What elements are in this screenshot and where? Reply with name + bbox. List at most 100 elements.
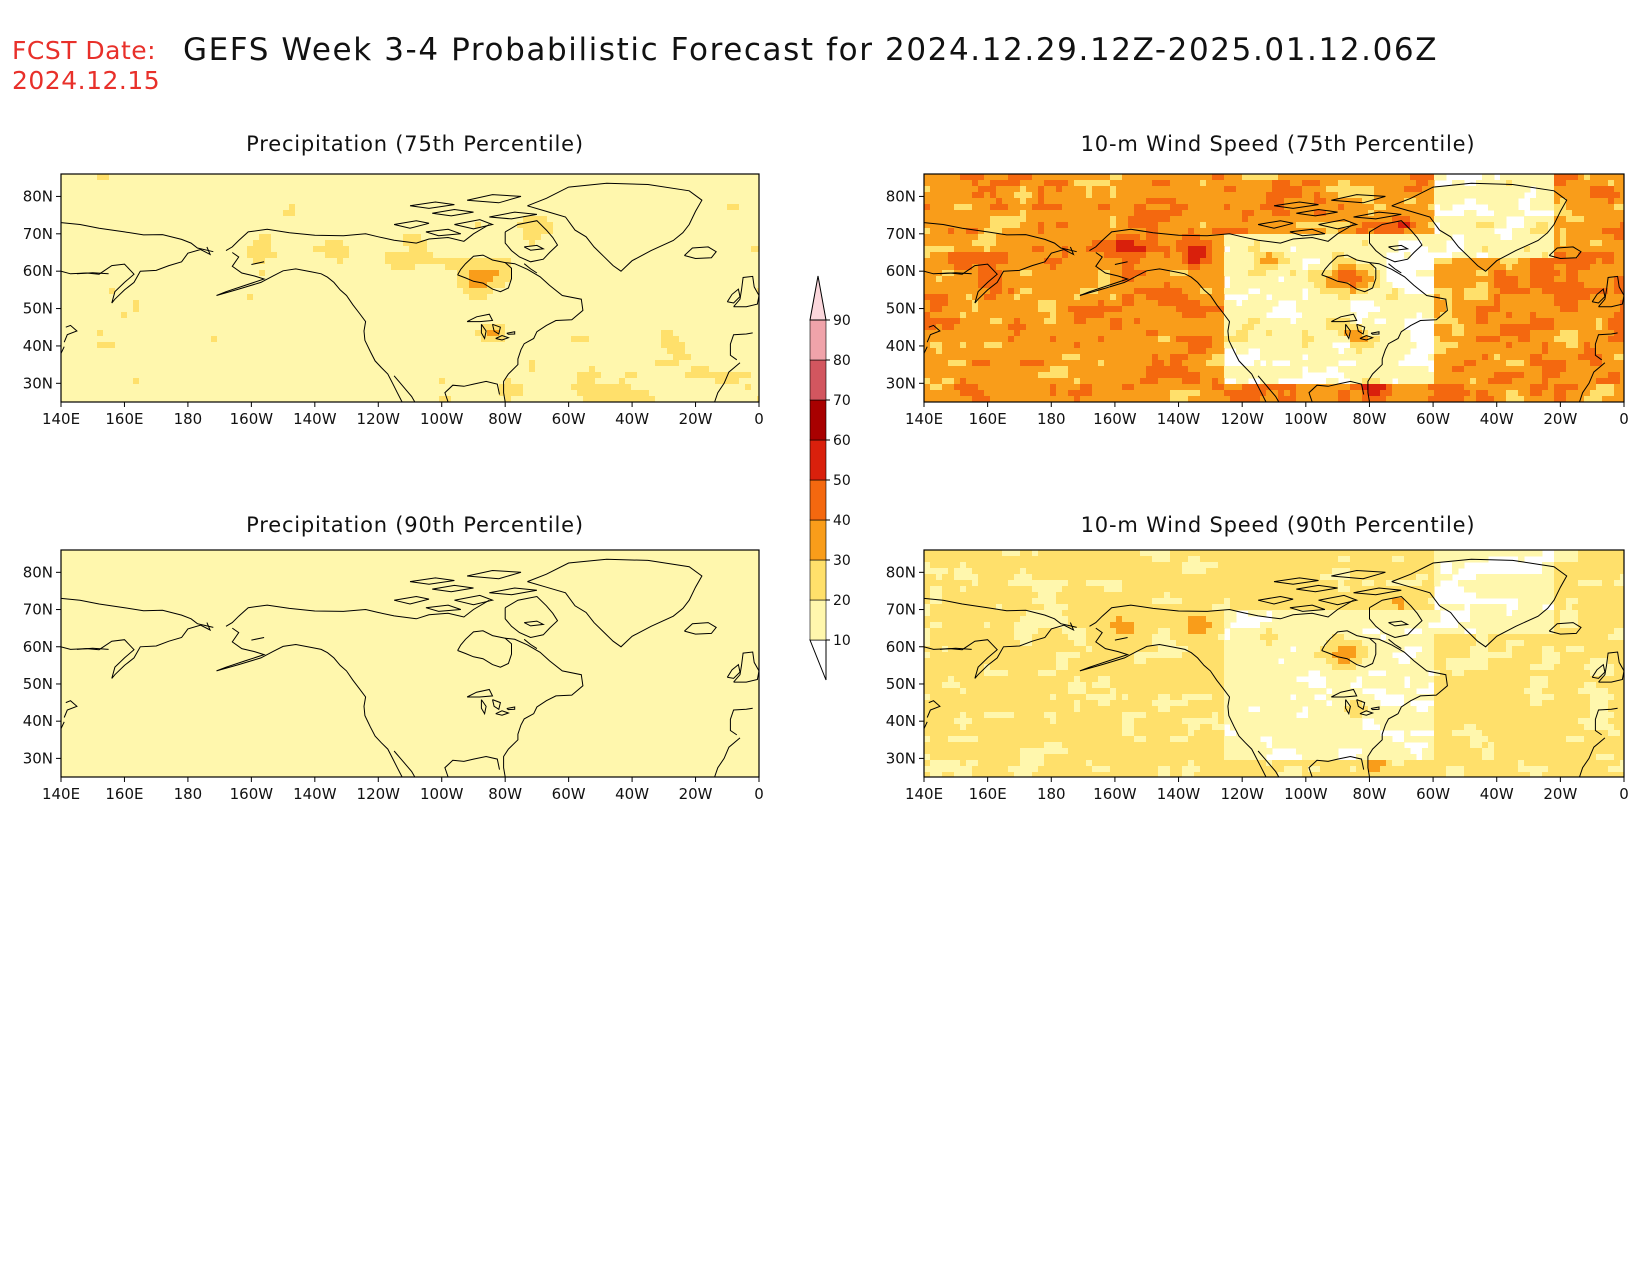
- panel-title-precip-75: Precipitation (75th Percentile): [246, 132, 584, 156]
- lat-tick-label: 40N: [23, 712, 53, 730]
- colorbar-segment: [809, 439, 827, 481]
- lon-tick-label: 120W: [1220, 410, 1264, 428]
- lat-tick-label: 50N: [23, 675, 53, 693]
- colorbar-segment: [809, 399, 827, 441]
- lon-tick-label: 100W: [1284, 785, 1328, 803]
- lon-tick-label: 80W: [488, 410, 522, 428]
- colorbar-upper-tip: [809, 275, 827, 321]
- lon-tick-label: 120W: [1220, 785, 1264, 803]
- lon-tick-label: 160W: [230, 785, 274, 803]
- colorbar-level-label: 50: [833, 473, 851, 489]
- lon-tick-label: 160W: [230, 410, 274, 428]
- panel-title-precip-90: Precipitation (90th Percentile): [246, 513, 584, 537]
- colorbar-level-label: 80: [833, 353, 851, 369]
- lon-tick-label: 180: [1037, 410, 1066, 428]
- lon-tick-label: 140E: [905, 785, 943, 803]
- map-panels: 140E 160E 180 160W 140W 120W 100W 80W 60W 40W 20W 0…: [23, 173, 1629, 803]
- panel-title-wind-90: 10-m Wind Speed (90th Percentile): [1080, 513, 1476, 537]
- colorbar-segment: [809, 519, 827, 561]
- lon-tick-label: 0: [754, 785, 764, 803]
- lon-tick-label: 140E: [42, 410, 80, 428]
- lat-tick-label: 30N: [23, 749, 53, 767]
- lat-tick-label: 70N: [886, 225, 916, 243]
- lon-tick-label: 140E: [42, 785, 80, 803]
- lon-tick-label: 160E: [105, 785, 143, 803]
- lon-tick-label: 20W: [1543, 785, 1577, 803]
- lat-tick-label: 80N: [23, 187, 53, 205]
- panel-title-wind-75: 10-m Wind Speed (75th Percentile): [1080, 132, 1476, 156]
- lat-tick-label: 70N: [886, 601, 916, 619]
- coastlines: [924, 182, 1624, 402]
- lon-tick-label: 60W: [1416, 410, 1450, 428]
- lat-tick-label: 60N: [23, 262, 53, 280]
- lon-tick-label: 120W: [357, 410, 401, 428]
- lon-tick-label: 140W: [293, 785, 337, 803]
- lat-tick-label: 80N: [886, 563, 916, 581]
- lon-tick-label: 40W: [615, 410, 649, 428]
- map-frame: [60, 549, 760, 778]
- shaded-field: [61, 550, 759, 777]
- lon-tick-label: 140W: [293, 410, 337, 428]
- lon-tick-label: 20W: [1543, 410, 1577, 428]
- lon-tick-label: 40W: [1480, 785, 1514, 803]
- lon-tick-label: 160E: [969, 410, 1007, 428]
- fcst-date-value: 2024.12.15: [12, 66, 161, 95]
- colorbar-level-label: 20: [833, 593, 851, 609]
- lon-tick-label: 60W: [552, 785, 586, 803]
- lat-tick-label: 70N: [23, 225, 53, 243]
- colorbar-segment: [809, 599, 827, 641]
- map-panel-precip-90: 140E 160E 180 160W 140W 120W 100W 80W 60W 40W 20W 0…: [23, 549, 764, 803]
- map-panel-wind-90: 140E 160E 180 160W 140W 120W 100W 80W 60W 40W 20W 0…: [886, 549, 1629, 803]
- lon-tick-label: 40W: [1480, 410, 1514, 428]
- colorbar-segment: [809, 559, 827, 601]
- colorbar-level-label: 40: [833, 513, 851, 529]
- colorbar-level-label: 60: [833, 433, 851, 449]
- colorbar-segment: [809, 479, 827, 521]
- lon-tick-label: 160E: [969, 785, 1007, 803]
- coastlines: [61, 558, 759, 777]
- shaded-field: [61, 174, 759, 402]
- lat-tick-label: 40N: [886, 337, 916, 355]
- lat-tick-label: 50N: [886, 300, 916, 318]
- lon-tick-label: 80W: [1352, 410, 1386, 428]
- colorbar-level-label: 30: [833, 553, 851, 569]
- lat-tick-label: 60N: [886, 638, 916, 656]
- lat-tick-label: 80N: [23, 563, 53, 581]
- lon-tick-label: 60W: [552, 410, 586, 428]
- lon-tick-label: 80W: [1352, 785, 1386, 803]
- colorbar: 10 20 30 40 50 60 70 80 90: [809, 275, 851, 681]
- lat-tick-label: 30N: [886, 749, 916, 767]
- colorbar-segment: [809, 359, 827, 401]
- lon-tick-label: 140W: [1157, 410, 1201, 428]
- lon-tick-label: 0: [754, 410, 764, 428]
- map-panel-wind-75: 140E 160E 180 160W 140W 120W 100W 80W 60W 40W 20W 0…: [886, 173, 1629, 428]
- colorbar-level-label: 90: [833, 313, 851, 329]
- lon-tick-label: 120W: [357, 785, 401, 803]
- lon-tick-label: 180: [174, 785, 203, 803]
- lon-tick-label: 140E: [905, 410, 943, 428]
- main-title: GEFS Week 3-4 Probabilistic Forecast for…: [183, 32, 1439, 68]
- colorbar-level-label: 70: [833, 393, 851, 409]
- lon-tick-label: 180: [174, 410, 203, 428]
- lon-tick-label: 0: [1619, 410, 1629, 428]
- lon-tick-label: 140W: [1157, 785, 1201, 803]
- lon-tick-label: 60W: [1416, 785, 1450, 803]
- map-panel-precip-75: 140E 160E 180 160W 140W 120W 100W 80W 60W 40W 20W 0…: [23, 173, 764, 428]
- lon-tick-label: 160E: [105, 410, 143, 428]
- lon-tick-label: 100W: [420, 785, 464, 803]
- lon-tick-label: 20W: [679, 785, 713, 803]
- map-frame: [60, 173, 760, 403]
- lon-tick-label: 80W: [488, 785, 522, 803]
- lat-tick-label: 70N: [23, 601, 53, 619]
- colorbar-lower-tip: [809, 639, 827, 681]
- colorbar-segment: [809, 319, 827, 361]
- map-frame: [923, 549, 1625, 778]
- lat-tick-label: 40N: [886, 712, 916, 730]
- lon-tick-label: 100W: [420, 410, 464, 428]
- lon-tick-label: 180: [1037, 785, 1066, 803]
- fcst-date-label: FCST Date:: [12, 36, 157, 65]
- map-frame: [923, 173, 1625, 403]
- lat-tick-label: 60N: [23, 638, 53, 656]
- lat-tick-label: 30N: [886, 374, 916, 392]
